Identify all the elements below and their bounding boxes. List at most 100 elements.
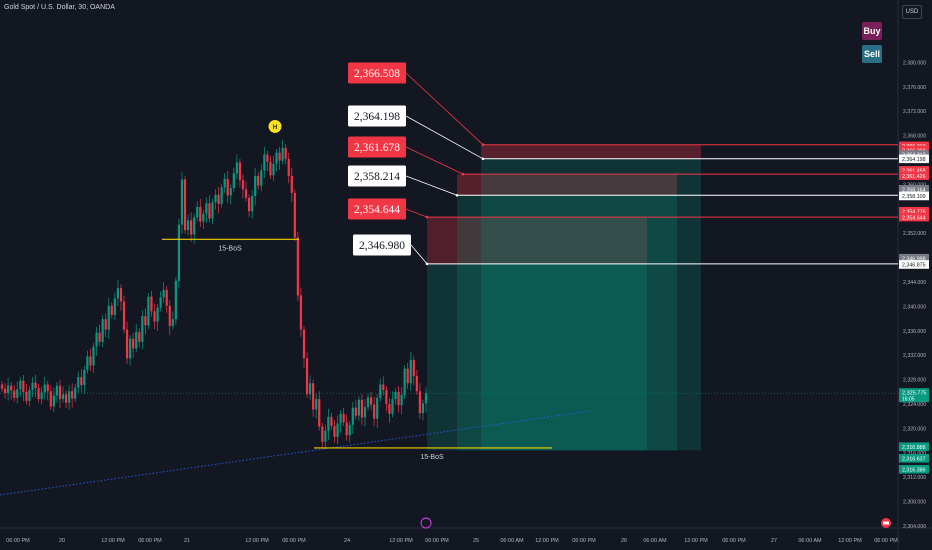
x-tick-label: 06:00 PM — [722, 538, 746, 544]
candle-body — [74, 387, 77, 399]
candle-body — [0, 384, 4, 389]
candle-body — [247, 197, 251, 212]
candle-body — [180, 179, 184, 225]
candle-body — [382, 384, 385, 390]
candle-body — [135, 332, 138, 349]
x-tick-label: 21 — [184, 538, 190, 544]
stop-zone-2 — [457, 174, 677, 196]
axis-price-tag-label: 2,316.637 — [902, 456, 926, 462]
candle-body — [321, 426, 324, 442]
axis-price-tag-label: 2,346.875 — [902, 263, 926, 269]
candle-body — [315, 399, 318, 410]
price-callout-box — [348, 198, 406, 220]
axis-price-tag — [899, 206, 929, 216]
candle-body — [269, 161, 272, 176]
callout-leader — [405, 146, 464, 175]
candle-body — [302, 329, 306, 359]
candle-body — [95, 332, 98, 347]
candle-body — [153, 311, 156, 322]
x-tick-label: 06:00 PM — [138, 538, 162, 544]
axis-price-tag — [899, 154, 929, 164]
candle-body — [290, 175, 293, 193]
candle-body — [80, 377, 83, 386]
candle-body — [223, 178, 226, 188]
x-tick-label: 06:00 PM — [6, 538, 30, 544]
y-tick-label: 2,328.000 — [903, 378, 926, 384]
price-callout-box — [348, 136, 406, 158]
candle-body — [220, 187, 223, 204]
candle-body — [266, 154, 269, 162]
flag-icon-bar — [883, 521, 889, 525]
candle-body — [351, 407, 354, 425]
y-tick-label: 2,324.000 — [903, 402, 926, 408]
axis-price-tag — [899, 253, 929, 263]
candle-body — [366, 397, 370, 408]
candle-body — [19, 380, 22, 390]
candle-body — [385, 389, 388, 404]
stop-zone-3 — [427, 217, 647, 264]
candle-body — [138, 332, 141, 342]
price-callout-label: 2,346.980 — [359, 240, 405, 252]
axis-price-tag-label: 2,364.198 — [902, 157, 926, 163]
y-tick-label: 2,316.000 — [903, 451, 926, 457]
y-tick-label: 2,372.000 — [903, 109, 926, 115]
candle-body — [16, 389, 19, 398]
candle-body — [238, 162, 242, 181]
candle-body — [116, 288, 120, 299]
candle-body — [296, 237, 299, 296]
candle-body — [363, 407, 367, 418]
candle-body — [275, 152, 278, 164]
axis-price-tag — [899, 166, 929, 175]
candle-body — [373, 404, 376, 419]
candle-body — [260, 170, 263, 186]
x-tick-label: 06:00 PM — [572, 538, 596, 544]
candle-body — [348, 424, 351, 436]
currency-selector[interactable]: USD — [902, 5, 922, 19]
sell-button[interactable]: Sell — [862, 45, 882, 63]
candle-body — [318, 399, 321, 427]
current-price-label: 2,325.775 — [902, 391, 926, 397]
y-tick-label: 2,312.000 — [903, 475, 926, 481]
x-tick-label: 06:00 AM — [643, 538, 667, 544]
candle-body — [263, 154, 266, 171]
candle-body — [205, 203, 208, 214]
candle-body — [159, 297, 162, 308]
candle-body — [55, 385, 59, 396]
y-tick-label: 2,344.000 — [903, 280, 926, 286]
candle-body — [71, 391, 74, 399]
candle-body — [183, 179, 187, 231]
candle-body — [241, 180, 245, 190]
candle-body — [25, 391, 28, 401]
price-callout-label: 2,366.508 — [354, 68, 400, 80]
candle-body — [403, 368, 406, 395]
candle-body — [202, 213, 205, 222]
trend-line — [0, 410, 591, 496]
price-callout-label: 2,364.198 — [354, 111, 400, 123]
candle-body — [174, 280, 177, 320]
candle-body — [46, 384, 49, 392]
buy-button[interactable]: Buy — [862, 22, 882, 40]
axis-price-tag-label: 2,358.109 — [902, 194, 926, 200]
axis-price-tag — [899, 260, 929, 269]
candle-body — [171, 319, 174, 326]
price-callout-label: 2,361.678 — [354, 142, 400, 154]
axis-price-tag — [899, 212, 929, 222]
candle-body — [312, 383, 315, 410]
axis-price-tag — [899, 171, 929, 181]
candle-body — [272, 163, 275, 176]
candle-body — [31, 382, 34, 390]
candle-body — [40, 392, 43, 400]
candle-body — [49, 391, 52, 407]
candle-body — [199, 206, 202, 222]
x-tick-label: 06:00 PM — [874, 538, 898, 544]
y-tick-label: 2,304.000 — [903, 524, 926, 530]
axis-price-tag — [899, 184, 929, 194]
y-tick-label: 2,320.000 — [903, 426, 926, 432]
candle-body — [388, 404, 391, 414]
candle-body — [406, 368, 409, 384]
candle-body — [342, 413, 345, 423]
candle-body — [391, 399, 394, 414]
axis-price-tag-label: 2,358.164 — [902, 187, 926, 193]
candle-body — [330, 416, 333, 426]
